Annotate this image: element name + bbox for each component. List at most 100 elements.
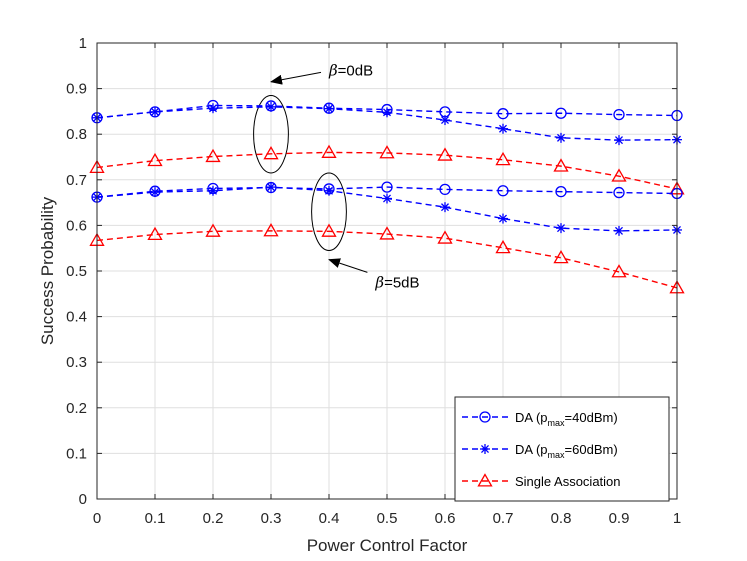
x-tick-label: 0.4	[319, 510, 340, 527]
triangle-marker	[553, 249, 569, 264]
x-tick-label: 0.2	[203, 510, 224, 527]
star-stroke	[267, 102, 275, 111]
star-stroke	[267, 183, 275, 192]
x-tick-label: 0.3	[261, 510, 282, 527]
annotation-ellipse	[311, 172, 347, 251]
star-marker	[266, 182, 276, 193]
triangle-marker	[147, 152, 163, 167]
x-axis-label: Power Control Factor	[307, 536, 468, 555]
legend-label-prefix: DA (p	[515, 442, 548, 457]
annotation-label: β=0dB	[328, 61, 373, 79]
star-stroke	[383, 194, 391, 203]
triangle-marker	[263, 145, 279, 160]
legend-label-suffix: =40dBm)	[565, 410, 618, 425]
legend-label: DA (pmax=60dBm)	[515, 442, 618, 460]
triangle-marker	[205, 148, 221, 163]
triangle-marker	[205, 223, 221, 237]
legend-entry-single: Single Association	[462, 473, 621, 489]
series-da60-beta5	[92, 182, 682, 236]
y-tick-label: 0.3	[66, 354, 87, 371]
star-marker	[480, 444, 490, 454]
x-tick-label: 1	[673, 510, 681, 527]
circle-marker	[613, 108, 625, 121]
star-stroke	[383, 108, 391, 117]
legend: DA (pmax=40dBm)DA (pmax=60dBm)Single Ass…	[454, 396, 670, 502]
legend-label: DA (pmax=40dBm)	[515, 410, 618, 428]
series-da60-beta0	[92, 101, 682, 146]
triangle-marker	[611, 168, 627, 182]
star-marker	[440, 115, 450, 126]
star-stroke	[441, 203, 449, 212]
annotation-arrow	[270, 71, 322, 85]
legend-label-subscript: max	[548, 418, 566, 428]
annotation-arrow	[328, 258, 368, 273]
star-stroke	[557, 133, 565, 142]
y-tick-label: 1	[79, 35, 87, 52]
x-tick-label: 0.7	[493, 510, 514, 527]
triangle-marker	[477, 473, 493, 487]
beta-annotation: β=0dB	[253, 61, 373, 174]
legend-entry-da60: DA (pmax=60dBm)	[462, 442, 618, 460]
legend-label-suffix: =60dBm)	[565, 442, 618, 457]
series-line	[96, 151, 678, 190]
triangle-marker	[379, 145, 395, 159]
circle-marker	[613, 186, 625, 199]
x-tick-label: 0.1	[145, 510, 166, 527]
series-single-beta5	[89, 223, 685, 294]
x-tick-label: 0.5	[377, 510, 398, 527]
beta-value: =0dB	[338, 62, 373, 79]
y-tick-label: 0.2	[66, 400, 87, 417]
star-stroke	[499, 124, 507, 133]
triangle-marker	[611, 264, 627, 278]
circle-marker	[439, 183, 451, 196]
star-marker	[556, 223, 566, 234]
circle-marker	[479, 411, 491, 423]
circle-marker	[555, 186, 567, 198]
x-tick-label: 0.6	[435, 510, 456, 527]
x-tick-label: 0.8	[551, 510, 572, 527]
triangle-marker	[321, 223, 337, 237]
star-stroke	[615, 226, 623, 235]
series-line	[96, 230, 678, 289]
star-marker	[208, 103, 218, 114]
star-stroke	[151, 107, 159, 116]
beta-symbol: β	[374, 273, 384, 291]
circle-marker	[555, 107, 567, 119]
beta-annotation: β=5dB	[311, 172, 420, 291]
star-marker	[150, 106, 160, 117]
beta-value: =5dB	[384, 274, 419, 291]
star-stroke	[209, 104, 217, 113]
star-marker	[382, 193, 392, 204]
triangle-marker	[379, 226, 395, 240]
star-marker	[556, 132, 566, 143]
legend-label-prefix: DA (p	[515, 410, 548, 425]
star-stroke	[615, 136, 623, 145]
series-group	[89, 99, 685, 294]
star-marker	[614, 135, 624, 146]
y-tick-label: 0.4	[66, 309, 87, 326]
triangle-marker	[321, 144, 337, 158]
star-marker	[382, 107, 392, 118]
y-tick-label: 0.9	[66, 81, 87, 98]
annotation-label: β=5dB	[374, 273, 419, 291]
series-line	[96, 186, 678, 198]
star-stroke	[557, 224, 565, 233]
triangle-marker	[553, 158, 569, 172]
triangle-marker	[437, 147, 453, 161]
star-marker	[324, 103, 334, 114]
star-marker	[498, 123, 508, 134]
y-tick-label: 0	[79, 491, 87, 508]
legend-label-subscript: max	[548, 450, 566, 460]
circle-marker	[381, 181, 393, 193]
legend-label-prefix: Single Association	[515, 474, 621, 489]
y-tick-label: 0.6	[66, 217, 87, 234]
x-tick-label: 0	[93, 510, 101, 527]
triangle-marker	[495, 151, 511, 166]
star-stroke	[209, 186, 217, 195]
y-axis-label: Success Probability	[38, 196, 57, 345]
star-marker	[614, 225, 624, 236]
triangle-marker	[437, 230, 453, 244]
circle-marker	[497, 185, 509, 197]
